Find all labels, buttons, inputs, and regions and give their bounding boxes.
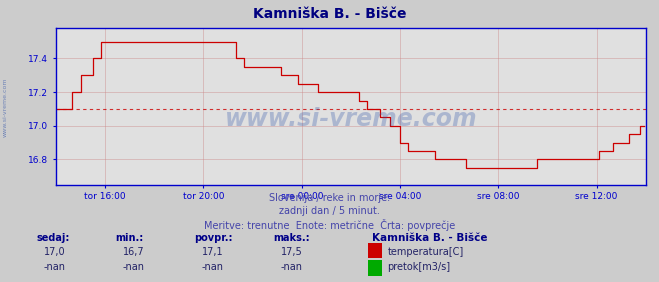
Text: Meritve: trenutne  Enote: metrične  Črta: povprečje: Meritve: trenutne Enote: metrične Črta: … [204,219,455,231]
Text: www.si-vreme.com: www.si-vreme.com [225,107,477,131]
Text: Kamniška B. - Bišče: Kamniška B. - Bišče [372,233,488,243]
Text: 17,0: 17,0 [44,247,65,257]
Text: -nan: -nan [281,262,303,272]
Text: -nan: -nan [202,262,224,272]
Text: povpr.:: povpr.: [194,233,233,243]
Text: maks.:: maks.: [273,233,310,243]
Text: 16,7: 16,7 [123,247,144,257]
Text: min.:: min.: [115,233,144,243]
Text: 17,5: 17,5 [281,247,303,257]
Text: www.si-vreme.com: www.si-vreme.com [3,78,8,137]
Text: pretok[m3/s]: pretok[m3/s] [387,262,451,272]
Text: Slovenija / reke in morje.: Slovenija / reke in morje. [269,193,390,203]
Text: temperatura[C]: temperatura[C] [387,247,464,257]
Text: sedaj:: sedaj: [36,233,70,243]
Text: Kamniška B. - Bišče: Kamniška B. - Bišče [253,7,406,21]
Text: -nan: -nan [123,262,145,272]
Text: zadnji dan / 5 minut.: zadnji dan / 5 minut. [279,206,380,216]
Text: 17,1: 17,1 [202,247,223,257]
Text: -nan: -nan [43,262,66,272]
